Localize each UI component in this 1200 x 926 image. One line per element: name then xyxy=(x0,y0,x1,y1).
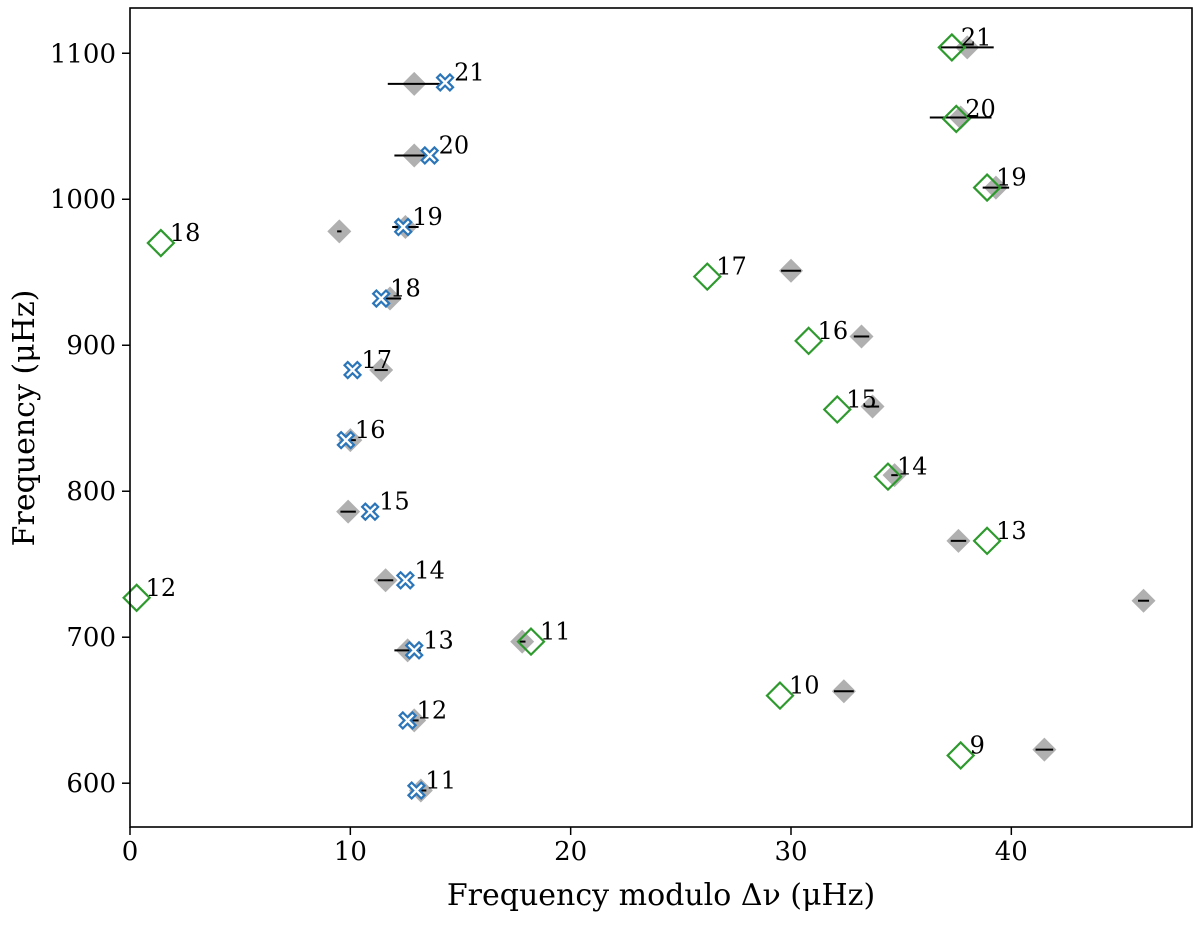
y-tick-label: 700 xyxy=(66,623,116,653)
l1-model-point xyxy=(873,462,903,492)
l1-model-point xyxy=(146,228,176,258)
l1-model-point xyxy=(516,627,546,657)
y-tick-label: 900 xyxy=(66,331,116,361)
l0-order-label: 18 xyxy=(390,275,421,303)
l0-order-label: 20 xyxy=(439,131,470,159)
l1-order-label: 18 xyxy=(170,219,201,247)
l1-order-label: 10 xyxy=(789,672,820,700)
l1-order-label: 13 xyxy=(996,517,1027,545)
y-tick-label: 600 xyxy=(66,769,116,799)
l0-order-label: 15 xyxy=(379,488,410,516)
l1-order-label: 15 xyxy=(846,385,877,413)
l1-order-label: 11 xyxy=(540,618,571,646)
l0-model-point xyxy=(395,570,415,590)
l0-order-label: 14 xyxy=(414,556,445,584)
l0-model-point xyxy=(398,710,418,730)
l1-model-point xyxy=(794,326,824,356)
l1-model-point xyxy=(765,681,795,711)
l1-order-label: 14 xyxy=(897,453,928,481)
y-axis-label: Frequency (μHz) xyxy=(7,290,42,547)
l1-order-label: 20 xyxy=(965,95,996,123)
l0-order-label: 12 xyxy=(417,696,448,724)
x-tick-label: 0 xyxy=(122,837,139,867)
l0-order-label: 16 xyxy=(355,416,386,444)
l0-model-point xyxy=(406,780,426,801)
l1-order-label: 21 xyxy=(961,23,992,51)
y-tick-label: 1000 xyxy=(50,185,116,215)
l0-order-label: 17 xyxy=(362,346,393,374)
x-axis-label: Frequency modulo Δν (μHz) xyxy=(447,878,875,913)
l0-model-point xyxy=(404,640,424,660)
plot-frame xyxy=(129,7,1193,828)
l1-order-label: 9 xyxy=(970,731,985,759)
x-tick-label: 20 xyxy=(554,837,587,867)
l1-order-label: 17 xyxy=(716,253,747,281)
l1-model-point xyxy=(946,740,976,771)
l0-order-label: 19 xyxy=(412,203,443,231)
l0-model-point xyxy=(420,145,440,166)
l1-model-point xyxy=(122,583,152,613)
l1-model-point xyxy=(972,526,1002,556)
l0-model-point xyxy=(336,430,356,450)
l0-order-label: 11 xyxy=(425,767,456,795)
l1-order-label: 12 xyxy=(146,574,177,602)
x-tick-label: 40 xyxy=(995,837,1028,867)
l1-model-point xyxy=(941,104,971,134)
y-tick-label: 1100 xyxy=(50,39,116,69)
l0-order-label: 13 xyxy=(423,626,454,654)
l0-model-point xyxy=(360,502,380,522)
x-tick-label: 30 xyxy=(774,837,807,867)
l1-order-label: 19 xyxy=(996,164,1027,192)
l0-model-point xyxy=(435,72,455,93)
x-tick-label: 10 xyxy=(334,837,367,867)
l1-model-point xyxy=(937,32,967,62)
l0-order-label: 21 xyxy=(454,58,485,86)
l0-model-point xyxy=(371,288,391,309)
l1-model-point xyxy=(972,173,1002,203)
l1-model-point xyxy=(692,262,722,292)
axes: 0 10 20 30 40 600 700 800 900 1000 1100 xyxy=(50,39,1028,867)
l1-model-point xyxy=(822,394,852,425)
l1-order-label: 16 xyxy=(818,317,849,345)
l0-model-point xyxy=(393,217,413,237)
l0-model-point xyxy=(342,360,363,380)
plot-marks: 11 12 13 14 15 16 17 18 19 20 21 9 10 11 12 13 14 15 16 17 1… xyxy=(122,23,1156,803)
y-tick-label: 800 xyxy=(66,477,116,507)
